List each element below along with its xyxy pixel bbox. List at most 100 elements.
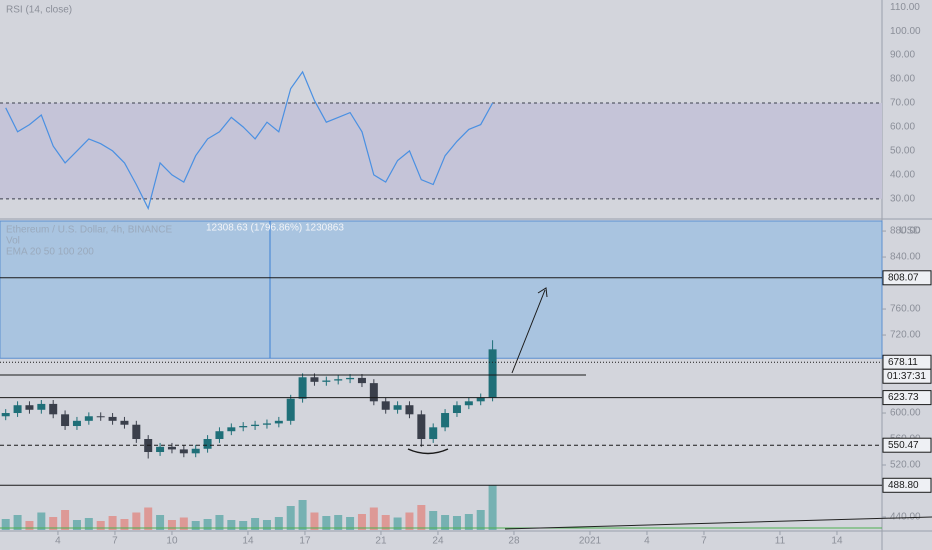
candle-body: [203, 439, 212, 449]
y-tick-label: 840.00: [890, 252, 921, 263]
price-level-label: 488.80: [888, 480, 919, 491]
volume-bar: [357, 514, 366, 530]
volume-bar: [286, 506, 295, 530]
volume-bar: [108, 516, 117, 530]
volume-bar: [464, 514, 473, 530]
candle-body: [298, 377, 307, 399]
volume-bar: [61, 510, 70, 530]
volume-bar: [274, 517, 283, 530]
candle-body: [37, 403, 46, 410]
candle-body: [381, 401, 390, 410]
volume-bar: [251, 518, 260, 530]
volume-bar: [227, 520, 236, 530]
candle-body: [96, 416, 105, 418]
x-tick-label: 21: [375, 536, 387, 547]
volume-bar: [334, 515, 343, 530]
candle-body: [191, 448, 200, 454]
candle-body: [49, 403, 58, 415]
legend-line: Ethereum / U.S. Dollar, 4h, BINANCE: [6, 225, 173, 236]
volume-bar: [476, 510, 485, 530]
volume-bar: [429, 511, 438, 530]
rsi-line: [5, 70, 494, 211]
candle-body: [84, 416, 93, 421]
volume-bar: [179, 517, 188, 530]
candle-body: [357, 377, 366, 384]
x-tick-label: 14: [242, 536, 254, 547]
rsi-tick-label: 70.00: [890, 98, 915, 109]
candle-body: [452, 405, 461, 414]
volume-bar: [393, 517, 402, 530]
candle-body: [108, 416, 117, 421]
candle-body: [262, 423, 271, 425]
countdown-box: [882, 368, 932, 384]
x-tick-label: 7: [112, 536, 118, 547]
candle-body: [25, 405, 34, 410]
x-tick-label: 11: [775, 536, 786, 547]
volume-bar: [405, 512, 414, 530]
x-tick-label: 10: [166, 536, 178, 547]
candle-body: [488, 349, 497, 398]
x-tick-label: 24: [432, 536, 444, 547]
measure-label: 12308.63 (1796.86%) 1230863: [206, 223, 344, 234]
volume-bar: [215, 515, 224, 530]
rsi-tick-label: 50.00: [890, 146, 915, 157]
rsi-title: RSI (14, close): [6, 5, 72, 16]
rsi-band: [0, 103, 882, 199]
volume-bar: [37, 512, 46, 530]
candle-body: [239, 426, 248, 428]
legend-line: Vol: [6, 236, 20, 247]
trend-line: [504, 516, 932, 530]
candle-body: [13, 405, 22, 414]
volume-bar: [144, 507, 153, 530]
candle-body: [179, 449, 188, 454]
volume-bar: [310, 512, 319, 530]
volume-bar: [381, 515, 390, 530]
candle-body: [132, 424, 141, 440]
rsi-tick-label: 100.00: [890, 26, 921, 37]
volume-bar: [120, 519, 129, 530]
rsi-tick-label: 110.00: [890, 2, 920, 13]
volume-bar: [262, 520, 271, 530]
y-tick-label: 760.00: [890, 304, 921, 315]
candle-body: [227, 427, 236, 432]
candle-body: [476, 397, 485, 402]
volume-bar: [96, 521, 105, 530]
candle-body: [120, 420, 129, 425]
candle-body: [286, 398, 295, 421]
volume-bar: [167, 520, 176, 530]
price-level-box: [882, 390, 932, 406]
volume-bar: [417, 505, 426, 530]
x-tick-label: 4: [644, 536, 650, 547]
price-level-label: 623.73: [888, 392, 919, 403]
y-tick-label: 520.00: [890, 460, 921, 471]
price-level-box: [882, 477, 932, 493]
volume-bar: [239, 521, 248, 530]
x-tick-label: 2021: [579, 536, 602, 547]
candle-body: [393, 405, 402, 410]
candle-body: [156, 446, 165, 453]
candle-body: [72, 420, 81, 427]
price-level-label: 808.07: [888, 272, 919, 283]
volume-bar: [25, 521, 34, 530]
volume-bar: [322, 516, 331, 530]
volume-bar: [298, 500, 307, 530]
y-tick-label: 440.00: [890, 512, 921, 523]
candle-body: [429, 427, 438, 440]
volume-bar: [369, 507, 378, 530]
countdown: 01:37:31: [887, 371, 926, 382]
price-level-box: [882, 437, 932, 453]
candle-body: [441, 413, 450, 428]
x-tick-label: 17: [299, 536, 311, 547]
volume-bar: [488, 485, 497, 530]
candle-body: [274, 420, 283, 424]
volume-bar: [132, 512, 141, 530]
candle-body: [405, 405, 414, 415]
volume-bar: [49, 517, 58, 530]
volume-bar: [191, 521, 200, 530]
volume-bar: [441, 515, 450, 530]
candle-body: [334, 379, 343, 381]
legend-line: EMA 20 50 100 200: [6, 247, 94, 258]
y-tick-label: 600.00: [890, 408, 921, 419]
